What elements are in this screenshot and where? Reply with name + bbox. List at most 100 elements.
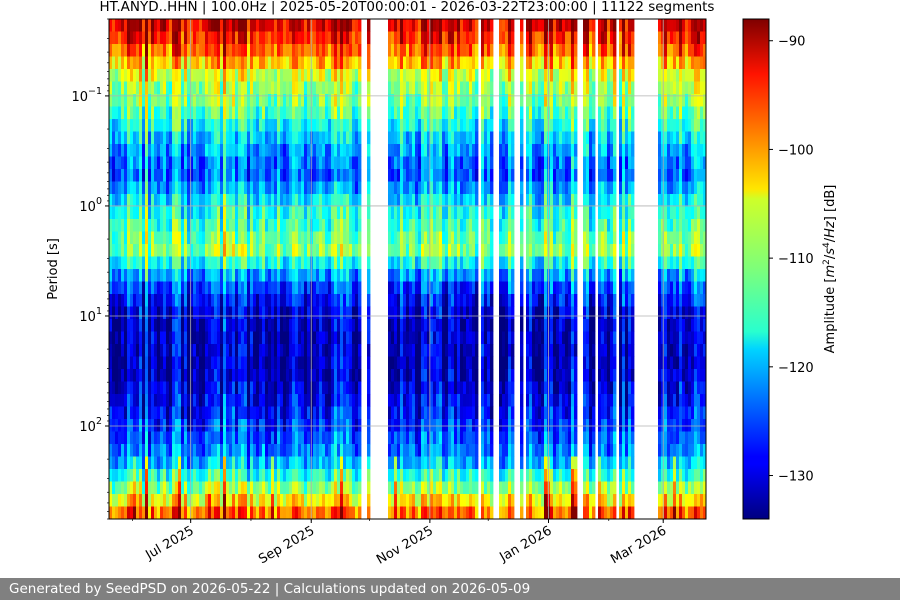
heatmap-cell (301, 306, 305, 320)
heatmap-cell (187, 481, 191, 495)
heatmap-cell (403, 244, 407, 257)
heatmap-cell (124, 131, 128, 145)
heatmap-cell (355, 81, 359, 95)
heatmap-cell (292, 119, 296, 132)
heatmap-cell (307, 306, 311, 320)
heatmap-cell (124, 69, 128, 82)
heatmap-cell (331, 381, 335, 395)
heatmap-cell (208, 369, 212, 382)
heatmap-cell (439, 156, 443, 170)
heatmap-cell (175, 331, 179, 345)
heatmap-cell (367, 69, 371, 82)
heatmap-cell (499, 369, 503, 382)
heatmap-cell (505, 494, 509, 507)
heatmap-cell (442, 456, 446, 470)
heatmap-cell (301, 294, 305, 307)
heatmap-cell (115, 356, 119, 370)
heatmap-cell (289, 331, 293, 345)
heatmap-cell (130, 369, 134, 382)
heatmap-cell (175, 294, 179, 307)
heatmap-cell (415, 319, 419, 332)
heatmap-cell (412, 244, 416, 257)
heatmap-cell (115, 231, 119, 245)
heatmap-cell (448, 306, 452, 320)
heatmap-cell (184, 156, 188, 170)
heatmap-cell (199, 306, 203, 320)
heatmap-cell (394, 181, 398, 195)
heatmap-cell (292, 206, 296, 220)
heatmap-cell (466, 194, 470, 207)
heatmap-cell (148, 69, 152, 82)
heatmap-cell (352, 394, 356, 407)
heatmap-cell (313, 144, 317, 157)
heatmap-cell (265, 94, 269, 107)
heatmap-cell (259, 406, 263, 420)
heatmap-cell (292, 419, 296, 432)
heatmap-cell (508, 244, 512, 257)
heatmap-cell (262, 106, 266, 120)
heatmap-cell (472, 381, 476, 395)
heatmap-cell (112, 406, 116, 420)
heatmap-cell (277, 119, 281, 132)
heatmap-cell (112, 231, 116, 245)
heatmap-cell (109, 369, 113, 382)
heatmap-cell (166, 81, 170, 95)
heatmap-cell (508, 506, 512, 520)
heatmap-cell (511, 269, 515, 282)
heatmap-cell (388, 344, 392, 357)
heatmap-cell (355, 419, 359, 432)
heatmap-cell (124, 419, 128, 432)
heatmap-cell (193, 56, 197, 70)
heatmap-cell (241, 306, 245, 320)
heatmap-cell (352, 19, 356, 32)
heatmap-cell (283, 406, 287, 420)
heatmap-cell (238, 306, 242, 320)
heatmap-cell (166, 256, 170, 270)
heatmap-cell (124, 56, 128, 70)
heatmap-cell (289, 131, 293, 145)
heatmap-cell (238, 56, 242, 70)
heatmap-cell (193, 356, 197, 370)
heatmap-cell (223, 69, 227, 82)
heatmap-cell (436, 131, 440, 145)
heatmap-cell (280, 406, 284, 420)
heatmap-cell (175, 219, 179, 232)
heatmap-cell (511, 506, 515, 520)
heatmap-cell (472, 119, 476, 132)
heatmap-cell (229, 31, 233, 45)
heatmap-cell (280, 456, 284, 470)
heatmap-cell (400, 406, 404, 420)
heatmap-cell (295, 81, 299, 95)
heatmap-cell (439, 256, 443, 270)
heatmap-cell (172, 244, 176, 257)
heatmap-cell (490, 231, 494, 245)
heatmap-cell (445, 69, 449, 82)
heatmap-cell (142, 219, 146, 232)
heatmap-cell (250, 256, 254, 270)
heatmap-cell (121, 481, 125, 495)
heatmap-cell (367, 169, 371, 182)
heatmap-cell (439, 381, 443, 395)
heatmap-cell (334, 94, 338, 107)
heatmap-cell (220, 419, 224, 432)
heatmap-cell (271, 81, 275, 95)
heatmap-cell (190, 256, 194, 270)
heatmap-cell (394, 44, 398, 57)
heatmap-cell (442, 256, 446, 270)
heatmap-cell (280, 131, 284, 145)
heatmap-cell (433, 156, 437, 170)
heatmap-cell (394, 419, 398, 432)
heatmap-cell (208, 244, 212, 257)
heatmap-cell (136, 369, 140, 382)
heatmap-cell (439, 281, 443, 295)
heatmap-cell (466, 81, 470, 95)
heatmap-cell (319, 156, 323, 170)
heatmap-cell (469, 306, 473, 320)
heatmap-cell (193, 44, 197, 57)
heatmap-cell (415, 169, 419, 182)
heatmap-cell (109, 231, 113, 245)
heatmap-cell (343, 406, 347, 420)
heatmap-cell (211, 469, 215, 482)
heatmap-cell (256, 481, 260, 495)
heatmap-cell (475, 319, 479, 332)
